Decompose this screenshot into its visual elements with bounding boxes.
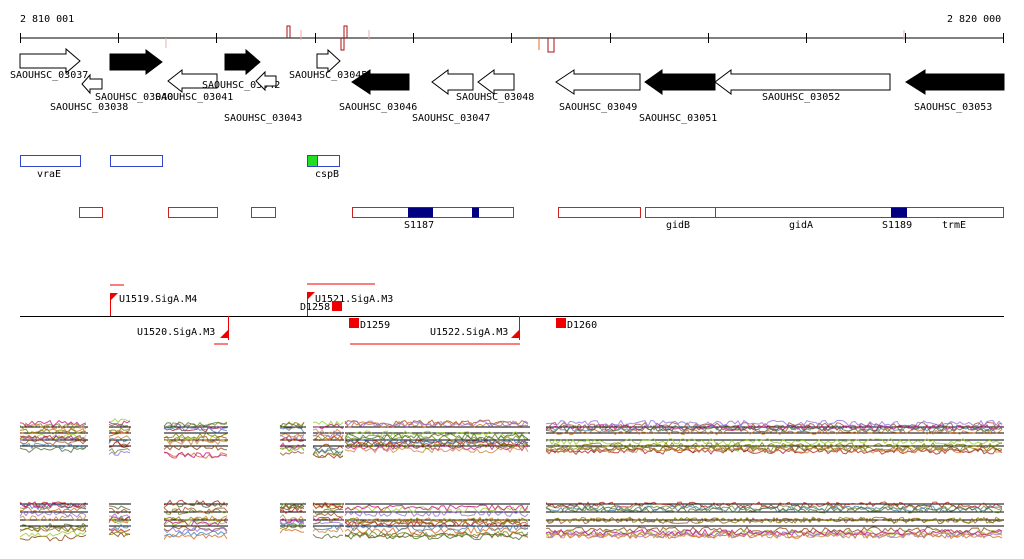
svg-text:SAOUHSC_03043: SAOUHSC_03043 xyxy=(224,113,302,124)
promoter-U1521[interactable]: U1521.SigA.M3 xyxy=(307,283,393,316)
operon-track: vraE cspB xyxy=(20,155,340,181)
gene-SAOUHSC_03052[interactable]: SAOUHSC_03052 xyxy=(714,69,891,103)
svg-text:D1260: D1260 xyxy=(567,320,597,331)
svg-text:vraE: vraE xyxy=(37,169,61,180)
block-S1189[interactable]: S1189 xyxy=(882,207,912,232)
operon-cspB[interactable]: cspB xyxy=(307,155,340,181)
ruler-start-label: 2 810 001 xyxy=(20,14,74,25)
svg-text:SAOUHSC_03046: SAOUHSC_03046 xyxy=(339,102,417,113)
ruler-signal-marks xyxy=(165,25,905,53)
promoter-D1260[interactable]: D1260 xyxy=(556,318,597,331)
svg-text:SAOUHSC_03042: SAOUHSC_03042 xyxy=(202,80,280,91)
svg-text:SAOUHSC_03037: SAOUHSC_03037 xyxy=(10,70,88,81)
promoter-U1522[interactable]: U1522.SigA.M3 xyxy=(350,316,520,345)
promoter-U1519[interactable]: U1519.SigA.M4 xyxy=(110,284,197,316)
expression-track-lower xyxy=(19,499,1004,542)
block-S1187[interactable]: S1187 xyxy=(352,207,514,232)
svg-text:SAOUHSC_03040: SAOUHSC_03040 xyxy=(95,92,173,103)
operon-vraE[interactable]: vraE xyxy=(20,155,81,181)
gene-SAOUHSC_03048[interactable]: SAOUHSC_03048 xyxy=(456,69,534,103)
promoter-D1259[interactable]: D1259 xyxy=(349,318,390,331)
svg-text:gidB: gidB xyxy=(666,220,690,231)
svg-text:gidA: gidA xyxy=(789,220,813,231)
svg-text:U1519.SigA.M4: U1519.SigA.M4 xyxy=(119,294,197,305)
gene-SAOUHSC_03045[interactable]: SAOUHSC_03045 xyxy=(289,48,367,81)
block-track: S1187 gidB gidA S1189 trmE xyxy=(79,207,1004,232)
promoter-U1520[interactable]: U1520.SigA.M3 xyxy=(137,316,229,345)
block-1[interactable] xyxy=(79,207,103,218)
block-3[interactable] xyxy=(251,207,276,218)
ruler-end-label: 2 820 000 xyxy=(947,14,1001,25)
block-2[interactable] xyxy=(168,207,218,218)
promoter-D1258[interactable]: D1258 xyxy=(300,301,342,313)
svg-text:D1259: D1259 xyxy=(360,320,390,331)
ruler-ticks xyxy=(20,33,1004,43)
svg-text:S1189: S1189 xyxy=(882,220,912,231)
svg-text:SAOUHSC_03052: SAOUHSC_03052 xyxy=(762,92,840,103)
svg-text:U1521.SigA.M3: U1521.SigA.M3 xyxy=(315,294,393,305)
gene-track: SAOUHSC_03037 SAOUHSC_03038 SAOUHSC_0304… xyxy=(10,47,1005,124)
svg-text:cspB: cspB xyxy=(315,169,339,180)
svg-text:D1258: D1258 xyxy=(300,302,330,313)
gene-SAOUHSC_03042[interactable]: SAOUHSC_03042 xyxy=(202,48,280,91)
gene-SAOUHSC_03047[interactable]: SAOUHSC_03047 xyxy=(412,69,490,124)
svg-text:SAOUHSC_03049: SAOUHSC_03049 xyxy=(559,102,637,113)
svg-text:SAOUHSC_03051: SAOUHSC_03051 xyxy=(639,113,717,124)
promoter-track: U1519.SigA.M4 U1521.SigA.M3 D1258 U1520.… xyxy=(20,283,1004,345)
gene-SAOUHSC_03041[interactable]: SAOUHSC_03041 xyxy=(155,68,233,103)
svg-text:SAOUHSC_03041: SAOUHSC_03041 xyxy=(155,92,233,103)
gene-SAOUHSC_03046[interactable]: SAOUHSC_03046 xyxy=(339,69,417,113)
gene-SAOUHSC_03049[interactable]: SAOUHSC_03049 xyxy=(555,69,641,113)
svg-text:U1520.SigA.M3: U1520.SigA.M3 xyxy=(137,327,215,338)
block-gidA[interactable]: gidA xyxy=(715,207,1004,232)
block-gidB[interactable]: gidB xyxy=(645,207,716,232)
gene-SAOUHSC_03051[interactable]: SAOUHSC_03051 xyxy=(639,69,717,124)
svg-text:SAOUHSC_03053: SAOUHSC_03053 xyxy=(914,102,992,113)
svg-text:SAOUHSC_03047: SAOUHSC_03047 xyxy=(412,113,490,124)
gene-SAOUHSC_03043[interactable]: SAOUHSC_03043 xyxy=(224,70,302,124)
gene-SAOUHSC_03038[interactable]: SAOUHSC_03038 xyxy=(50,73,128,113)
gene-SAOUHSC_03037[interactable]: SAOUHSC_03037 xyxy=(10,47,88,81)
gene-SAOUHSC_03053[interactable]: SAOUHSC_03053 xyxy=(905,69,1005,113)
svg-text:S1187: S1187 xyxy=(404,220,434,231)
svg-text:U1522.SigA.M3: U1522.SigA.M3 xyxy=(430,327,508,338)
svg-text:SAOUHSC_03048: SAOUHSC_03048 xyxy=(456,92,534,103)
block-trmE-label: trmE xyxy=(942,220,966,231)
gene-SAOUHSC_03040[interactable]: SAOUHSC_03040 xyxy=(95,49,173,103)
coordinate-ruler: 2 810 001 2 820 000 xyxy=(20,14,1004,53)
svg-text:SAOUHSC_03038: SAOUHSC_03038 xyxy=(50,102,128,113)
block-4[interactable] xyxy=(558,207,641,218)
operon-unlabeled[interactable] xyxy=(110,155,163,167)
svg-text:SAOUHSC_03045: SAOUHSC_03045 xyxy=(289,70,367,81)
expression-track-upper xyxy=(19,417,1004,460)
